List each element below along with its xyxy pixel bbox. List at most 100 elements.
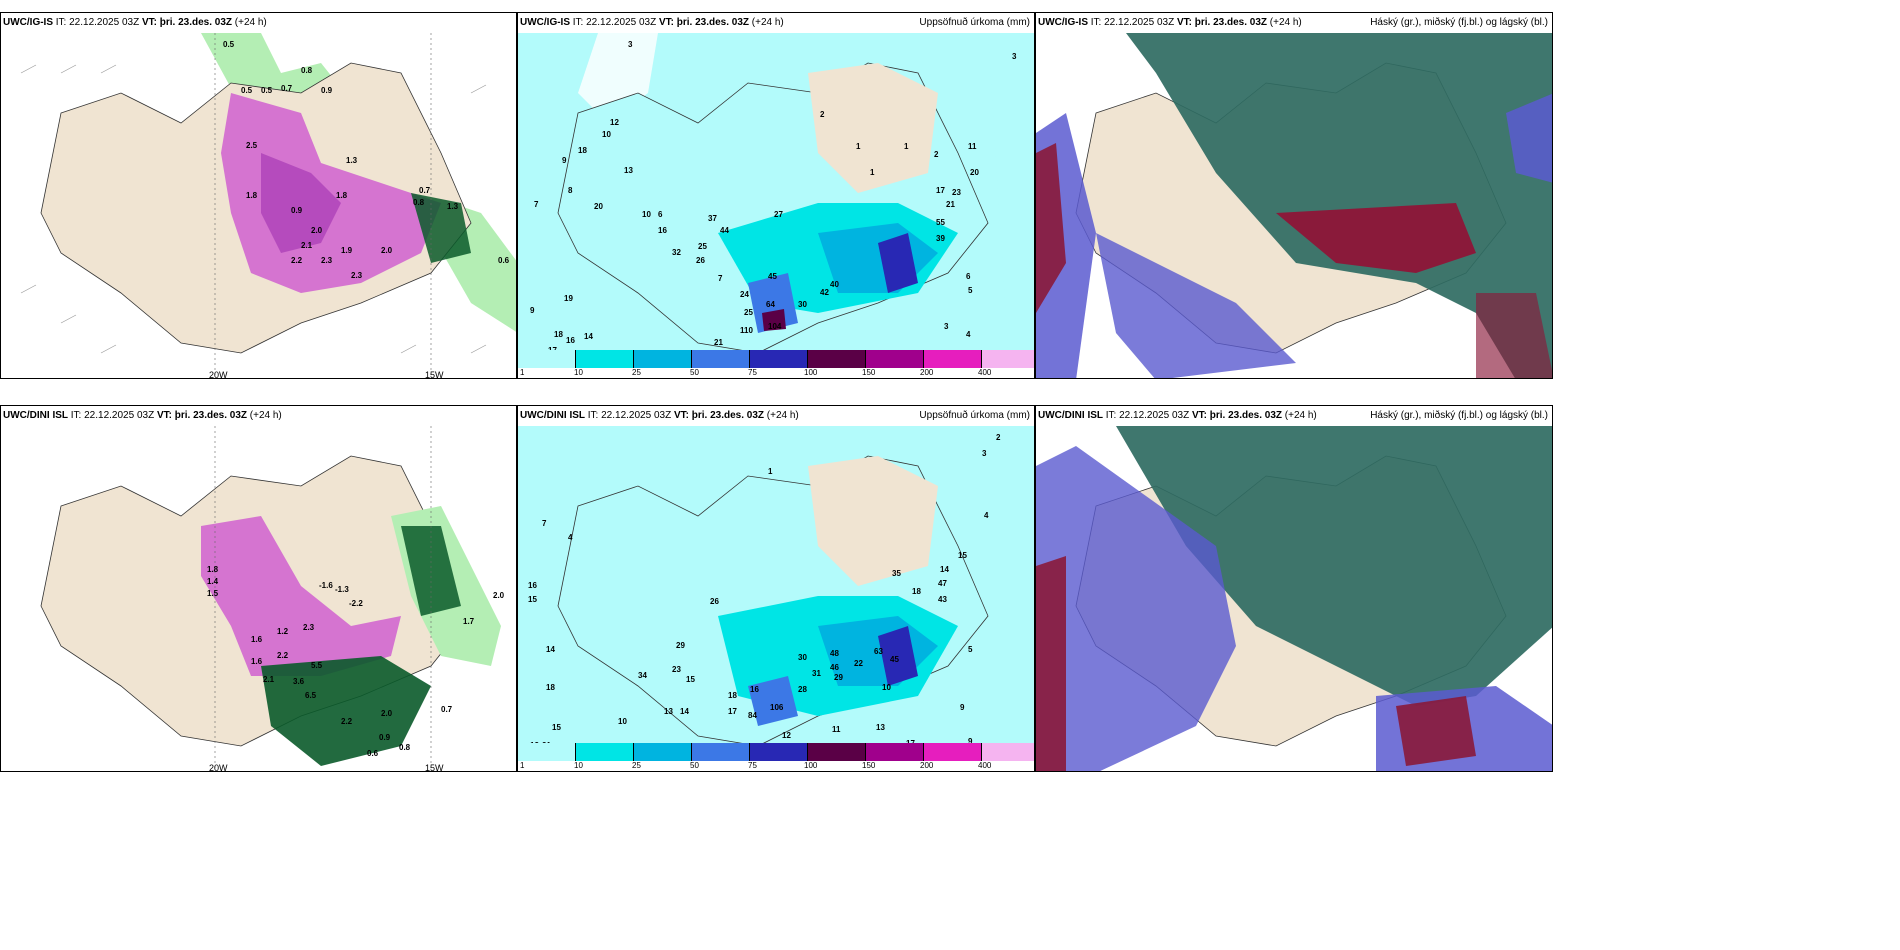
accum-value: 7: [718, 274, 723, 283]
accum-value: 15: [528, 595, 537, 604]
panel-header: UWC/DINI ISL IT: 22.12.2025 03Z VT: þri.…: [3, 410, 282, 421]
precip-value: 2.3: [321, 256, 333, 265]
accum-values: 3 12 10 18 9 7 8 20 13 6 10 16 19 9 18 1…: [530, 40, 1017, 352]
accum-value: 14: [680, 707, 689, 716]
panel-header: UWC/DINI ISL IT: 22.12.2025 03Z VT: þri.…: [1036, 406, 1552, 426]
accum-value: 2: [996, 433, 1001, 442]
accum-value: 19: [564, 294, 573, 303]
precip-value: -1.6: [319, 581, 333, 590]
accum-value: 3: [1012, 52, 1017, 61]
accum-value: 29: [676, 641, 685, 650]
accum-value: 3: [944, 322, 949, 331]
accum-value: 32: [672, 248, 681, 257]
accum-value: 17: [548, 346, 557, 352]
precip-value: 2.0: [311, 226, 323, 235]
accum-value: 27: [774, 210, 783, 219]
lon-label-15w: 15W: [425, 763, 444, 772]
colorbar-tick: 50: [690, 761, 699, 770]
accum-value: 8: [568, 186, 573, 195]
precip-value: 1.7: [463, 617, 475, 626]
colorbar-segment: [634, 743, 692, 761]
precip-value: 0.8: [399, 743, 411, 752]
precip-value: 1.4: [207, 577, 219, 586]
precip-value: 0.5: [241, 86, 253, 95]
precip-value: 0.5: [223, 40, 235, 49]
accum-value: 23: [672, 665, 681, 674]
colorbar-tick: 75: [748, 368, 757, 377]
accum-value: 10: [618, 717, 627, 726]
precip-type-map: 20W 15W 1.8 1.6 1.5 1.4 2.1 1.2 2.3 2.2 …: [1, 426, 516, 772]
precip-value: 1.2: [277, 627, 289, 636]
precip-value: 0.9: [321, 86, 333, 95]
colorbar-tick: 1: [520, 368, 525, 377]
accum-value: 1: [904, 142, 909, 151]
colorbar-segment: [576, 743, 634, 761]
accum-value: 2: [820, 110, 825, 119]
accum-value: 35: [892, 569, 901, 578]
accum-value: 40: [830, 280, 839, 289]
precip-value: 3.6: [293, 677, 305, 686]
accum-value: 2: [934, 150, 939, 159]
precip-value: 0.9: [379, 733, 391, 742]
accum-value: 17: [936, 186, 945, 195]
accum-value: 9: [562, 156, 567, 165]
panel-title: Uppsöfnuð úrkoma (mm): [919, 17, 1030, 28]
accum-value: 7: [534, 200, 539, 209]
accum-value: 4: [984, 511, 989, 520]
panel-header: UWC/IG-IS IT: 22.12.2025 03Z VT: þri. 23…: [3, 17, 267, 28]
accum-value: 18: [728, 691, 737, 700]
colorbar: 1 10 25 50 75 100 150 200 400: [518, 743, 1034, 771]
colorbar-tick: 25: [632, 761, 641, 770]
precip-type-map: 20W 15W 0.5 0.5 0.8 0.5 0.7 0.9 1.8 2.5 …: [1, 33, 516, 378]
colorbar: 1 10 25 50 75 100 150 200 400: [518, 350, 1034, 378]
accum-value: 1: [856, 142, 861, 151]
colorbar-segment: [924, 350, 982, 368]
panel-header: UWC/IG-IS IT: 22.12.2025 03Z VT: þri. 23…: [518, 13, 1034, 33]
precip-value: -1.3: [335, 585, 349, 594]
colorbar-segment: [982, 743, 1034, 761]
colorbar-segment: [518, 350, 576, 368]
accum-value: 16: [528, 581, 537, 590]
accum-map: 3 12 10 18 9 7 8 20 13 6 10 16 19 9 18 1…: [518, 33, 1034, 352]
colorbar-segment: [808, 350, 866, 368]
accum-value: 13: [876, 723, 885, 732]
accum-value: 64: [766, 300, 775, 309]
colorbar-segment: [808, 743, 866, 761]
accum-value: 6: [658, 210, 663, 219]
panel-top-precip-type: UWC/IG-IS IT: 22.12.2025 03Z VT: þri. 23…: [0, 12, 517, 379]
accum-value: 46: [830, 663, 839, 672]
panel-title: Háský (gr.), miðský (fj.bl.) og lágský (…: [1370, 17, 1548, 28]
precip-value: 1.3: [447, 202, 459, 211]
accum-value: 63: [874, 647, 883, 656]
precip-value: 6.5: [305, 691, 317, 700]
accum-value: 9: [960, 703, 965, 712]
colorbar-segment: [866, 743, 924, 761]
precip-value: 0.5: [261, 86, 273, 95]
accum-value: 25: [698, 242, 707, 251]
precip-value: 2.2: [291, 256, 303, 265]
accum-value: 21: [946, 200, 955, 209]
accum-value: 16: [566, 336, 575, 345]
colorbar-segment: [924, 743, 982, 761]
colorbar-tick: 10: [574, 368, 583, 377]
precip-value: 2.1: [263, 675, 275, 684]
colorbar-tick: 25: [632, 368, 641, 377]
accum-value: 17: [906, 739, 915, 745]
accum-value: 5: [968, 645, 973, 654]
precip-value: 0.7: [441, 705, 453, 714]
accum-value: 4: [966, 330, 971, 339]
accum-value: 45: [768, 272, 777, 281]
precip-value: 2.0: [381, 246, 393, 255]
accum-value: 48: [830, 649, 839, 658]
accum-value: 30: [798, 653, 807, 662]
precip-value: 1.5: [207, 589, 219, 598]
panel-bottom-cloud: UWC/DINI ISL IT: 22.12.2025 03Z VT: þri.…: [1035, 405, 1553, 772]
accum-value: 39: [936, 234, 945, 243]
accum-value: 14: [546, 645, 555, 654]
colorbar-segment: [750, 743, 808, 761]
accum-value: 11: [832, 725, 841, 734]
accum-value: 26: [710, 597, 719, 606]
precip-value: 0.8: [413, 198, 425, 207]
precip-value: 0.6: [498, 256, 510, 265]
colorbar-tick: 100: [804, 368, 818, 377]
